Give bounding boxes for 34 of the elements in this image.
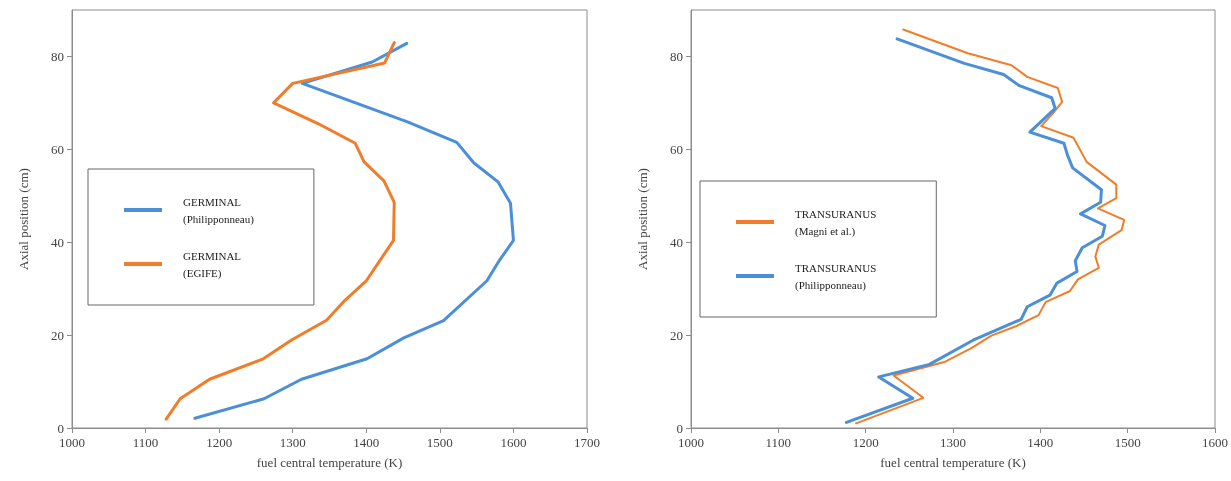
y-tick-label: 60 [670,141,683,157]
x-tick-label: 1000 [678,435,704,450]
x-tick-label: 1700 [574,435,600,450]
x-tick-label: 1200 [852,435,879,450]
y-tick-label: 80 [670,48,683,64]
x-tick-label: 1600 [500,435,527,450]
y-axis-title: Axial position (cm) [16,168,31,270]
legend-label: TRANSURANUS (Magni et al.) [795,207,877,238]
x-tick-label: 1200 [206,435,233,450]
y-tick-label: 0 [57,420,64,436]
y-tick-label: 20 [51,327,64,343]
y-tick-label: 0 [676,420,683,436]
legend-label: TRANSURANUS (Philipponneau) [795,261,877,292]
x-tick-label: 1400 [1027,435,1054,450]
y-tick-label: 80 [51,48,64,64]
x-tick-label: 1500 [1114,435,1141,450]
x-tick-label: 1100 [132,435,159,450]
y-axis-title: Axial position (cm) [635,168,650,270]
legend-label: GERMINAL (EGIFE) [183,249,242,280]
line-series [164,41,396,421]
x-tick-label: 1600 [1202,435,1228,450]
x-tick-label: 1000 [59,435,85,450]
y-tick-label: 40 [670,234,683,250]
x-tick-label: 1500 [426,435,453,450]
x-axis-title: fuel central temperature (K) [880,455,1026,470]
x-tick-label: 1300 [940,435,966,450]
y-tick-label: 20 [670,327,683,343]
x-tick-label: 1100 [765,435,792,450]
y-tick-label: 40 [51,234,64,250]
x-tick-label: 1400 [353,435,380,450]
legend-label: GERMINAL (Philipponneau) [183,195,255,226]
x-tick-label: 1300 [279,435,306,450]
y-tick-label: 60 [51,141,64,157]
x-axis-title: fuel central temperature (K) [256,455,403,470]
